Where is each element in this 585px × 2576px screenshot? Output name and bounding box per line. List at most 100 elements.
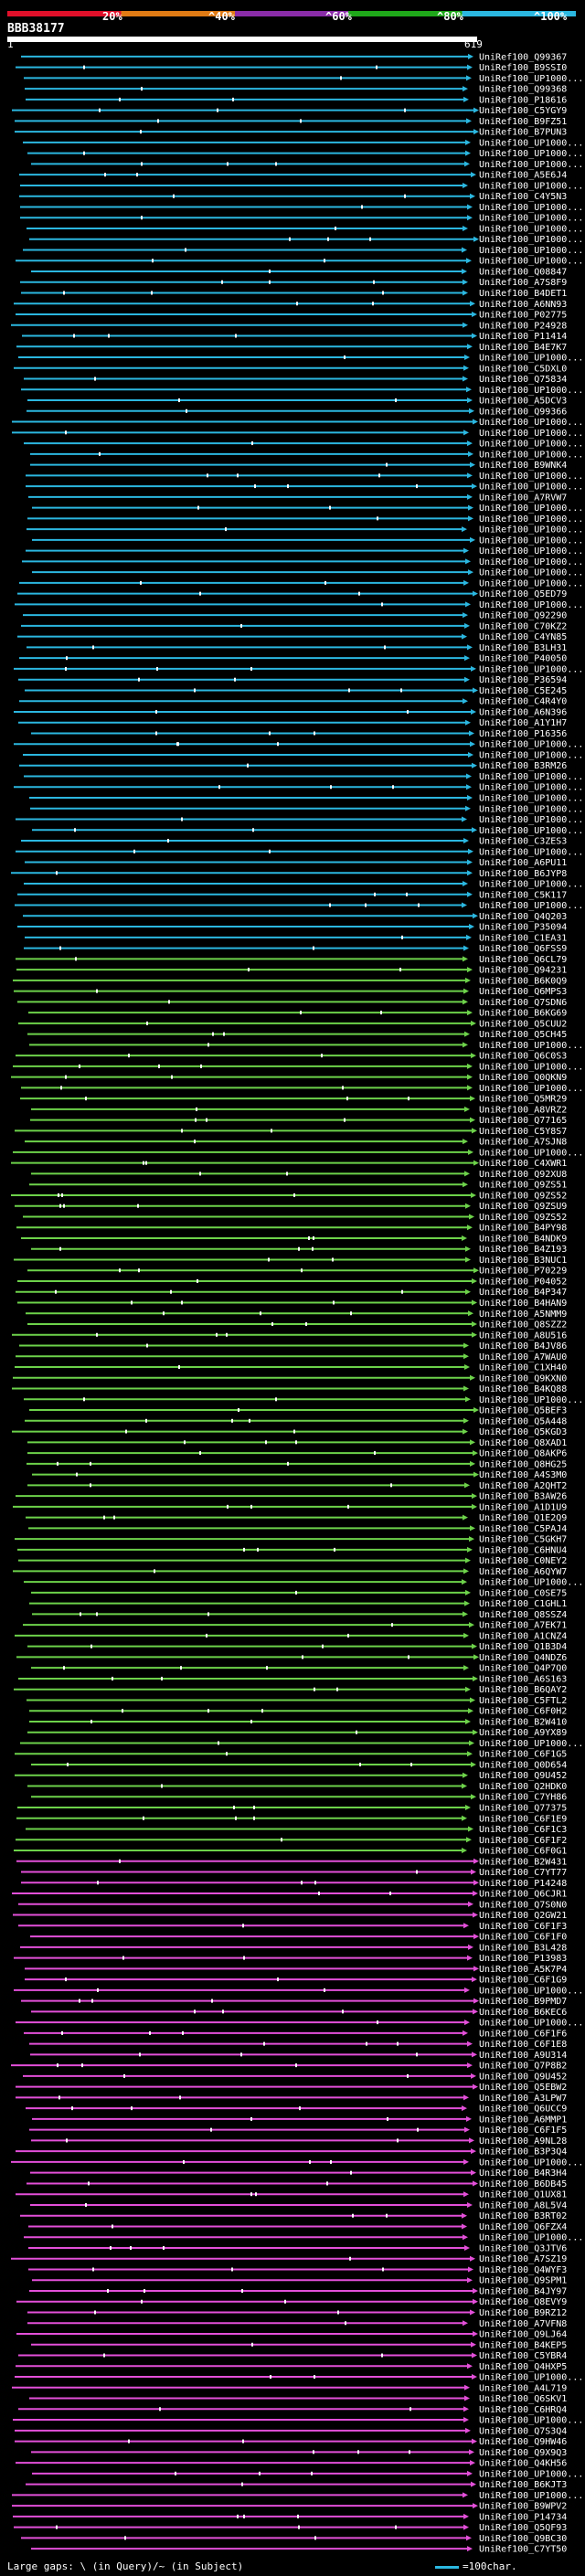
hit-label[interactable]: UniRef100_A5DCV3 bbox=[479, 397, 567, 407]
hit-label[interactable]: UniRef100_B4JV86 bbox=[479, 1341, 567, 1352]
hit-label[interactable]: UniRef100_P02775 bbox=[479, 311, 567, 321]
hit-row[interactable]: UniRef100_A9NL28 bbox=[31, 2136, 567, 2147]
hit-row[interactable]: UniRef100_A9U314 bbox=[30, 2051, 567, 2061]
hit-row[interactable]: UniRef100_Q9ZS52 bbox=[23, 1213, 567, 1223]
hit-row[interactable]: UniRef100_B3L428 bbox=[20, 1943, 567, 1953]
hit-row[interactable]: UniRef100_Q5CH45 bbox=[27, 1030, 567, 1040]
hit-label[interactable]: UniRef100_UP1000... bbox=[479, 568, 583, 578]
hit-row[interactable]: UniRef100_Q8SSZ4 bbox=[32, 1610, 567, 1620]
hit-label[interactable]: UniRef100_A8U516 bbox=[479, 1330, 567, 1341]
hit-row[interactable]: UniRef100_C6F1F6 bbox=[24, 2029, 567, 2039]
hit-row[interactable]: UniRef100_B3RT02 bbox=[20, 2211, 567, 2221]
hit-row[interactable]: UniRef100_B9PMD7 bbox=[21, 1997, 567, 2007]
hit-label[interactable]: UniRef100_Q9LJ64 bbox=[479, 2330, 567, 2340]
hit-row[interactable]: UniRef100_A2QHT2 bbox=[27, 1481, 567, 1491]
hit-row[interactable]: UniRef100_C1XH40 bbox=[15, 1363, 567, 1373]
hit-label[interactable]: UniRef100_Q6MPS3 bbox=[479, 987, 567, 997]
hit-row[interactable]: UniRef100_B4E7K7 bbox=[16, 343, 567, 353]
hit-label[interactable]: UniRef100_B4PY98 bbox=[479, 1224, 567, 1234]
hit-label[interactable]: UniRef100_A1Y1H7 bbox=[479, 718, 567, 728]
hit-row[interactable]: UniRef100_Q4Q203 bbox=[23, 912, 567, 922]
hit-row[interactable]: UniRef100_Q2GW21 bbox=[13, 1911, 567, 1921]
hit-label[interactable]: UniRef100_B4P347 bbox=[479, 1288, 567, 1298]
hit-row[interactable]: UniRef100_P04052 bbox=[17, 1277, 567, 1287]
hit-label[interactable]: UniRef100_UP1000... bbox=[479, 793, 583, 803]
hit-label[interactable]: UniRef100_UP1000... bbox=[479, 664, 583, 674]
hit-label[interactable]: UniRef100_UP1000... bbox=[479, 2373, 583, 2383]
hit-row[interactable]: UniRef100_A7RVW7 bbox=[28, 493, 567, 503]
hit-label[interactable]: UniRef100_Q4KH56 bbox=[479, 2459, 567, 2469]
hit-row[interactable]: UniRef100_C5GKH7 bbox=[15, 1535, 567, 1545]
hit-label[interactable]: UniRef100_Q8XAD1 bbox=[479, 1438, 567, 1448]
hit-row[interactable]: UniRef100_Q9ZS51 bbox=[29, 1181, 567, 1191]
hit-row[interactable]: UniRef100_A5K7P4 bbox=[25, 1965, 567, 1975]
hit-row[interactable]: UniRef100_P13983 bbox=[14, 1954, 567, 1964]
hit-row[interactable]: UniRef100_UP1000... bbox=[27, 514, 583, 525]
hit-label[interactable]: UniRef100_UP1000... bbox=[479, 138, 583, 148]
hit-label[interactable]: UniRef100_UP1000... bbox=[479, 901, 583, 911]
hit-label[interactable]: UniRef100_B9FZ51 bbox=[479, 117, 567, 127]
hit-label[interactable]: UniRef100_Q77165 bbox=[479, 1116, 567, 1126]
hit-row[interactable]: UniRef100_UP1000... bbox=[16, 2019, 583, 2029]
hit-label[interactable]: UniRef100_B3RT02 bbox=[479, 2211, 567, 2221]
hit-row[interactable]: UniRef100_A5NMM9 bbox=[26, 1309, 567, 1320]
hit-label[interactable]: UniRef100_UP1000... bbox=[479, 472, 583, 482]
hit-label[interactable]: UniRef100_C4Y5N3 bbox=[479, 192, 567, 202]
hit-label[interactable]: UniRef100_UP1000... bbox=[479, 2469, 583, 2479]
hit-row[interactable]: UniRef100_P14248 bbox=[21, 1879, 567, 1889]
hit-row[interactable]: UniRef100_B4JV86 bbox=[19, 1341, 567, 1352]
hit-label[interactable]: UniRef100_UP1000... bbox=[479, 2157, 583, 2168]
hit-row[interactable]: UniRef100_A7SJN8 bbox=[25, 1138, 567, 1148]
hit-row[interactable]: UniRef100_UP1000... bbox=[11, 2157, 583, 2168]
hit-label[interactable]: UniRef100_B4E7K7 bbox=[479, 343, 567, 353]
hit-label[interactable]: UniRef100_Q9ZS52 bbox=[479, 1191, 567, 1201]
hit-label[interactable]: UniRef100_Q6CJR1 bbox=[479, 1890, 567, 1900]
hit-row[interactable]: UniRef100_C0SE75 bbox=[31, 1588, 567, 1598]
hit-row[interactable]: UniRef100_Q9ZS52 bbox=[11, 1191, 567, 1201]
hit-row[interactable]: UniRef100_Q6MPS3 bbox=[14, 987, 567, 997]
hit-label[interactable]: UniRef100_A5K7P4 bbox=[479, 1965, 567, 1975]
hit-row[interactable]: UniRef100_C5FTL2 bbox=[27, 1696, 567, 1706]
hit-row[interactable]: UniRef100_Q6C0S3 bbox=[16, 1052, 567, 1062]
hit-label[interactable]: UniRef100_UP1000... bbox=[479, 1041, 583, 1051]
hit-label[interactable]: UniRef100_B6JYP8 bbox=[479, 869, 567, 879]
hit-row[interactable]: UniRef100_P14734 bbox=[13, 2512, 567, 2522]
hit-row[interactable]: UniRef100_A6PU11 bbox=[25, 858, 567, 868]
hit-label[interactable]: UniRef100_C5E245 bbox=[479, 686, 567, 696]
hit-row[interactable]: UniRef100_A4L719 bbox=[12, 2383, 567, 2393]
hit-label[interactable]: UniRef100_B9WPV2 bbox=[479, 2502, 567, 2512]
hit-row[interactable]: UniRef100_C7YT50 bbox=[31, 2545, 567, 2555]
hit-row[interactable]: UniRef100_C6F1G9 bbox=[25, 1976, 567, 1986]
hit-label[interactable]: UniRef100_B6K0Q9 bbox=[479, 976, 567, 986]
hit-label[interactable]: UniRef100_C6F1E9 bbox=[479, 1814, 567, 1824]
hit-label[interactable]: UniRef100_C6F1F5 bbox=[479, 2125, 567, 2136]
hit-row[interactable]: UniRef100_UP1000... bbox=[13, 1148, 583, 1158]
hit-label[interactable]: UniRef100_C7YT50 bbox=[479, 2545, 567, 2555]
hit-row[interactable]: UniRef100_C70KZ2 bbox=[21, 621, 567, 631]
hit-label[interactable]: UniRef100_P36594 bbox=[479, 675, 567, 685]
hit-row[interactable]: UniRef100_Q94231 bbox=[16, 966, 567, 976]
hit-label[interactable]: UniRef100_B7PUN3 bbox=[479, 128, 567, 138]
hit-label[interactable]: UniRef100_A6S163 bbox=[479, 1674, 567, 1684]
hit-label[interactable]: UniRef100_C6F1F2 bbox=[479, 1836, 567, 1846]
hit-label[interactable]: UniRef100_Q4Q203 bbox=[479, 912, 567, 922]
hit-row[interactable]: UniRef100_UP1000... bbox=[12, 2491, 583, 2501]
hit-label[interactable]: UniRef100_Q9U452 bbox=[479, 1771, 567, 1781]
hit-row[interactable]: UniRef100_UP1000... bbox=[13, 1062, 583, 1072]
hit-row[interactable]: UniRef100_C4R4Y0 bbox=[19, 697, 567, 707]
hit-row[interactable]: UniRef100_B9WNK4 bbox=[30, 461, 567, 471]
hit-row[interactable]: UniRef100_Q4KH56 bbox=[16, 2459, 567, 2469]
hit-label[interactable]: UniRef100_Q1UX81 bbox=[479, 2190, 567, 2200]
hit-label[interactable]: UniRef100_UP1000... bbox=[479, 181, 583, 191]
hit-row[interactable]: UniRef100_A1D1U9 bbox=[13, 1502, 567, 1512]
hit-row[interactable]: UniRef100_UP1000... bbox=[18, 354, 583, 364]
hit-label[interactable]: UniRef100_Q99366 bbox=[479, 407, 567, 417]
hit-row[interactable]: UniRef100_Q99366 bbox=[27, 407, 567, 417]
hit-row[interactable]: UniRef100_C5YGY9 bbox=[12, 106, 567, 116]
hit-label[interactable]: UniRef100_C4XWR1 bbox=[479, 1159, 567, 1169]
hit-row[interactable]: UniRef100_UP1000... bbox=[29, 1041, 583, 1051]
hit-row[interactable]: UniRef100_B4PY98 bbox=[16, 1224, 567, 1234]
hit-row[interactable]: UniRef100_P11414 bbox=[22, 332, 567, 342]
hit-row[interactable]: UniRef100_A9YX89 bbox=[27, 1728, 567, 1738]
hit-label[interactable]: UniRef100_A1D1U9 bbox=[479, 1502, 567, 1512]
